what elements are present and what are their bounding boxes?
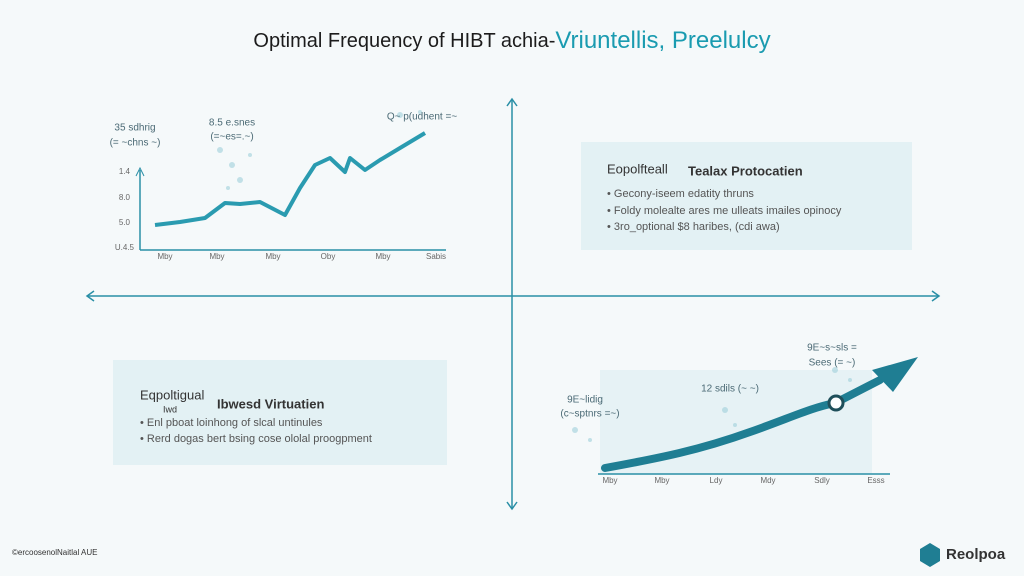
bottom-info-box: Eqpoltigual Iwd Ibwesd Virtuatien • Enl … [113, 360, 447, 465]
x-tick-label: Mby [375, 252, 390, 261]
y-tick-label: 5.0 [119, 218, 131, 227]
arrow-head [872, 357, 918, 392]
box-tag: Eopolfteall [607, 161, 668, 176]
box-tag: Eqpoltigual [140, 387, 204, 402]
annotation: 12 sdils (~ ~) [701, 384, 759, 395]
box-tag: Iwd [163, 404, 177, 414]
bullet: • Foldy molealte ares me ulleats imailes… [607, 205, 842, 217]
trend-line [601, 376, 884, 472]
bullet: • Gecony-iseem edatity thruns [607, 188, 754, 200]
top-chart: 35 sdhrig (= ~chns ~) 8.5 e.snes (=~es=.… [110, 110, 457, 261]
brand-name: Reolpoa [946, 546, 1006, 563]
annotation: Sees (= ~) [809, 358, 856, 369]
annotation: Q~ p(udhent =~ [387, 112, 457, 123]
box [113, 360, 447, 465]
x-tick-label: Mby [602, 476, 617, 485]
box-title: Tealax Protocatien [688, 163, 803, 178]
bullet: • Enl pboat loinhong of slcal untinules [140, 417, 323, 429]
x-tick-label: Esss [867, 476, 884, 485]
trend-line [154, 131, 427, 227]
annotation: 8.5 e.snes [209, 118, 255, 129]
annotation: (= ~chns ~) [110, 138, 161, 149]
marker [827, 394, 845, 412]
annotation: 35 sdhrig [114, 123, 155, 134]
x-tick-label: Sabis [426, 252, 446, 261]
x-tick-label: Mby [654, 476, 669, 485]
x-tick-label: Mby [265, 252, 280, 261]
x-tick-label: Ldy [710, 476, 723, 485]
annotation: 9E~lidig [567, 395, 603, 406]
top-info-box: Eopolfteall Tealax Protocatien • Gecony-… [581, 142, 912, 250]
annotation: 9E~s~sls = [807, 343, 857, 354]
bottom-chart: 9E~lidig (c~sptnrs =~) 12 sdils (~ ~) 9E… [560, 343, 918, 485]
box [581, 142, 912, 250]
x-tick-label: Mby [157, 252, 172, 261]
bullet: • Rerd dogas bert bsing cose ololal proo… [140, 433, 372, 445]
x-tick-label: Mdy [760, 476, 775, 485]
x-tick-label: Mby [209, 252, 224, 261]
annotation: (c~sptnrs =~) [560, 409, 619, 420]
box-title: Ibwesd Virtuatien [217, 396, 324, 411]
copyright: ©ercoosenolNaitlal AUE [12, 548, 98, 557]
y-tick-label: U.4.5 [115, 243, 135, 252]
x-tick-label: Oby [321, 252, 336, 261]
bullet: • 3ro_optional $8 haribes, (cdi awa) [607, 221, 780, 233]
annotation: (=~es=.~) [210, 132, 253, 143]
quadrant-axes [85, 97, 941, 511]
x-tick-label: Sdly [814, 476, 830, 485]
y-tick-label: 8.0 [119, 193, 131, 202]
brand-logo: Reolpoa [920, 543, 1006, 567]
title: Optimal Frequency of HIBT achia-Vriuntel… [253, 27, 770, 54]
y-tick-label: 1.4 [119, 167, 131, 176]
